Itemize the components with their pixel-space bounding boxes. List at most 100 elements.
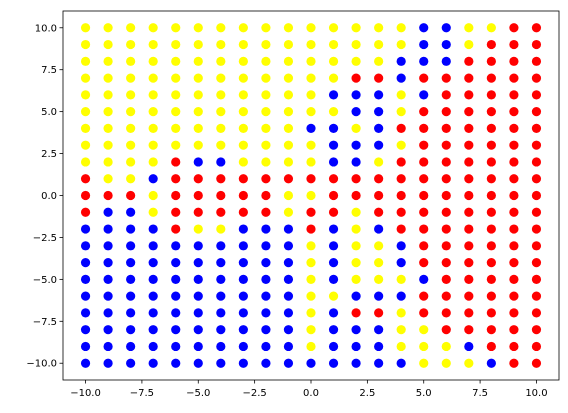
- data-point: [284, 141, 293, 150]
- data-point: [194, 342, 203, 351]
- data-point: [306, 57, 315, 66]
- data-point: [509, 208, 518, 217]
- data-point: [284, 342, 293, 351]
- data-point: [397, 342, 406, 351]
- data-point: [374, 107, 383, 116]
- data-point: [509, 359, 518, 368]
- data-point: [171, 342, 180, 351]
- data-point: [171, 224, 180, 233]
- data-point: [306, 208, 315, 217]
- data-point: [194, 275, 203, 284]
- x-tick-label: 10.0: [525, 388, 547, 399]
- data-point: [532, 107, 541, 116]
- data-point: [261, 292, 270, 301]
- data-point: [284, 241, 293, 250]
- data-point: [532, 208, 541, 217]
- data-point: [397, 57, 406, 66]
- data-point: [239, 57, 248, 66]
- data-point: [126, 258, 135, 267]
- x-axis: −10.0 −7.5 −5.0 −2.5 0.0 2.5 5.0 7.5 10.0: [70, 380, 547, 399]
- data-point: [532, 308, 541, 317]
- data-point: [487, 124, 496, 133]
- data-point: [284, 325, 293, 334]
- data-point: [509, 90, 518, 99]
- data-point: [487, 40, 496, 49]
- data-point: [194, 224, 203, 233]
- data-point: [397, 359, 406, 368]
- data-point: [103, 157, 112, 166]
- data-point: [419, 208, 428, 217]
- data-point: [442, 224, 451, 233]
- data-point: [487, 107, 496, 116]
- data-point: [194, 359, 203, 368]
- data-point: [126, 57, 135, 66]
- data-point: [239, 241, 248, 250]
- data-point: [442, 107, 451, 116]
- data-point: [487, 57, 496, 66]
- data-point: [239, 90, 248, 99]
- data-point: [284, 174, 293, 183]
- data-point: [442, 124, 451, 133]
- data-point: [464, 107, 473, 116]
- data-point: [419, 359, 428, 368]
- data-point: [397, 174, 406, 183]
- data-point: [374, 359, 383, 368]
- y-tick-label: 7.5: [41, 65, 57, 76]
- data-point: [306, 308, 315, 317]
- data-point: [397, 107, 406, 116]
- data-point: [239, 191, 248, 200]
- data-point: [171, 241, 180, 250]
- data-point: [419, 90, 428, 99]
- data-point: [239, 107, 248, 116]
- data-point: [419, 73, 428, 82]
- data-point: [261, 342, 270, 351]
- data-point: [194, 308, 203, 317]
- data-point: [464, 258, 473, 267]
- data-point: [149, 90, 158, 99]
- data-point: [509, 57, 518, 66]
- data-point: [509, 308, 518, 317]
- data-point: [509, 157, 518, 166]
- data-point: [284, 40, 293, 49]
- data-point: [329, 23, 338, 32]
- data-point: [239, 73, 248, 82]
- data-point: [351, 124, 360, 133]
- data-point: [171, 208, 180, 217]
- data-point: [261, 124, 270, 133]
- data-point: [374, 73, 383, 82]
- data-point: [351, 359, 360, 368]
- data-point: [103, 191, 112, 200]
- data-point: [126, 342, 135, 351]
- data-point: [284, 191, 293, 200]
- data-point: [126, 208, 135, 217]
- data-point: [149, 224, 158, 233]
- data-point: [532, 325, 541, 334]
- data-point: [261, 224, 270, 233]
- data-point: [351, 325, 360, 334]
- data-point: [306, 325, 315, 334]
- data-point: [442, 258, 451, 267]
- data-point: [419, 224, 428, 233]
- data-point: [103, 275, 112, 284]
- data-point: [442, 191, 451, 200]
- data-point: [442, 141, 451, 150]
- data-point: [261, 40, 270, 49]
- data-point: [397, 308, 406, 317]
- data-point: [103, 90, 112, 99]
- data-point: [216, 40, 225, 49]
- data-point: [397, 208, 406, 217]
- data-point: [149, 107, 158, 116]
- data-point: [171, 90, 180, 99]
- data-point: [171, 258, 180, 267]
- data-point: [239, 40, 248, 49]
- data-point: [464, 208, 473, 217]
- data-point: [284, 107, 293, 116]
- data-point: [442, 23, 451, 32]
- data-point: [419, 275, 428, 284]
- data-point: [284, 124, 293, 133]
- data-point: [532, 174, 541, 183]
- data-point: [509, 40, 518, 49]
- data-point: [374, 90, 383, 99]
- data-point: [261, 57, 270, 66]
- data-point: [216, 342, 225, 351]
